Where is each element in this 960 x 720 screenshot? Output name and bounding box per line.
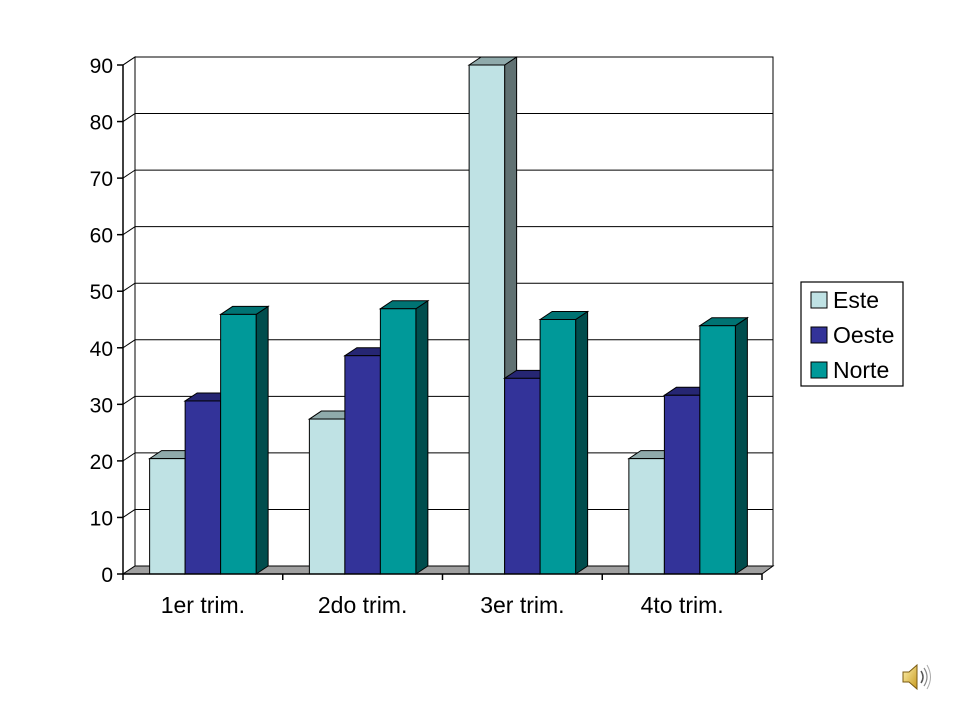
bar-front	[149, 458, 186, 575]
bar-side	[575, 310, 589, 575]
y-tick-label: 70	[90, 168, 113, 191]
bar-norte	[218, 305, 270, 575]
legend-swatch-oeste	[810, 326, 828, 344]
y-tick-label: 80	[90, 112, 113, 135]
bar-front	[504, 377, 541, 575]
bar-front	[379, 308, 417, 575]
gridline-side	[122, 56, 136, 66]
legend-label-oeste: Oeste	[833, 322, 894, 348]
bars	[147, 56, 750, 575]
y-tick-label: 0	[101, 564, 113, 587]
gridline-side	[122, 339, 136, 349]
gridline-side	[122, 226, 136, 236]
legend-swatch-norte	[810, 361, 828, 379]
bar-side	[415, 299, 429, 575]
bar-side	[734, 316, 748, 575]
x-tick-label: 1er trim.	[161, 592, 245, 618]
gridline-side	[122, 395, 136, 405]
bar-front	[220, 313, 257, 575]
bar-front	[308, 418, 346, 575]
bar-norte	[378, 299, 430, 575]
legend[interactable]: Este Oeste Norte	[800, 281, 904, 387]
y-tick-label: 50	[90, 281, 113, 304]
y-tick-label: 10	[90, 507, 113, 530]
x-tick-label: 2do trim.	[318, 592, 407, 618]
bar-norte	[538, 310, 590, 575]
legend-label-norte: Norte	[833, 357, 889, 383]
y-tick-label: 60	[90, 225, 113, 248]
y-tick-label: 90	[90, 55, 113, 78]
gridline-side	[122, 452, 136, 462]
x-axis: 1er trim. 2do trim. 3er trim. 4to trim.	[122, 573, 763, 618]
x-tick-label: 3er trim.	[480, 592, 564, 618]
bar-front	[468, 64, 506, 575]
bar-front	[628, 458, 665, 575]
side-wall	[122, 56, 136, 575]
y-tick-label: 40	[90, 338, 113, 361]
legend-swatch-este	[810, 291, 828, 309]
gridline-side	[122, 282, 136, 292]
bar-front	[699, 325, 736, 575]
bar-norte	[698, 316, 750, 575]
y-tick-label: 20	[90, 451, 113, 474]
gridline-side	[122, 509, 136, 518]
speaker-icon[interactable]	[900, 660, 934, 694]
bar-front	[344, 355, 381, 575]
bar-front	[184, 400, 222, 575]
x-tick-label: 4to trim.	[641, 592, 724, 618]
y-axis: 0 10 20 30 40 50 60 70 80 90	[90, 55, 124, 587]
bar-front	[539, 319, 577, 575]
bar-front	[663, 394, 701, 575]
gridline-side	[122, 113, 136, 122]
gridline-side	[122, 169, 136, 179]
y-tick-label: 30	[90, 394, 113, 417]
bar-side	[255, 305, 269, 575]
legend-label-este: Este	[833, 287, 879, 313]
